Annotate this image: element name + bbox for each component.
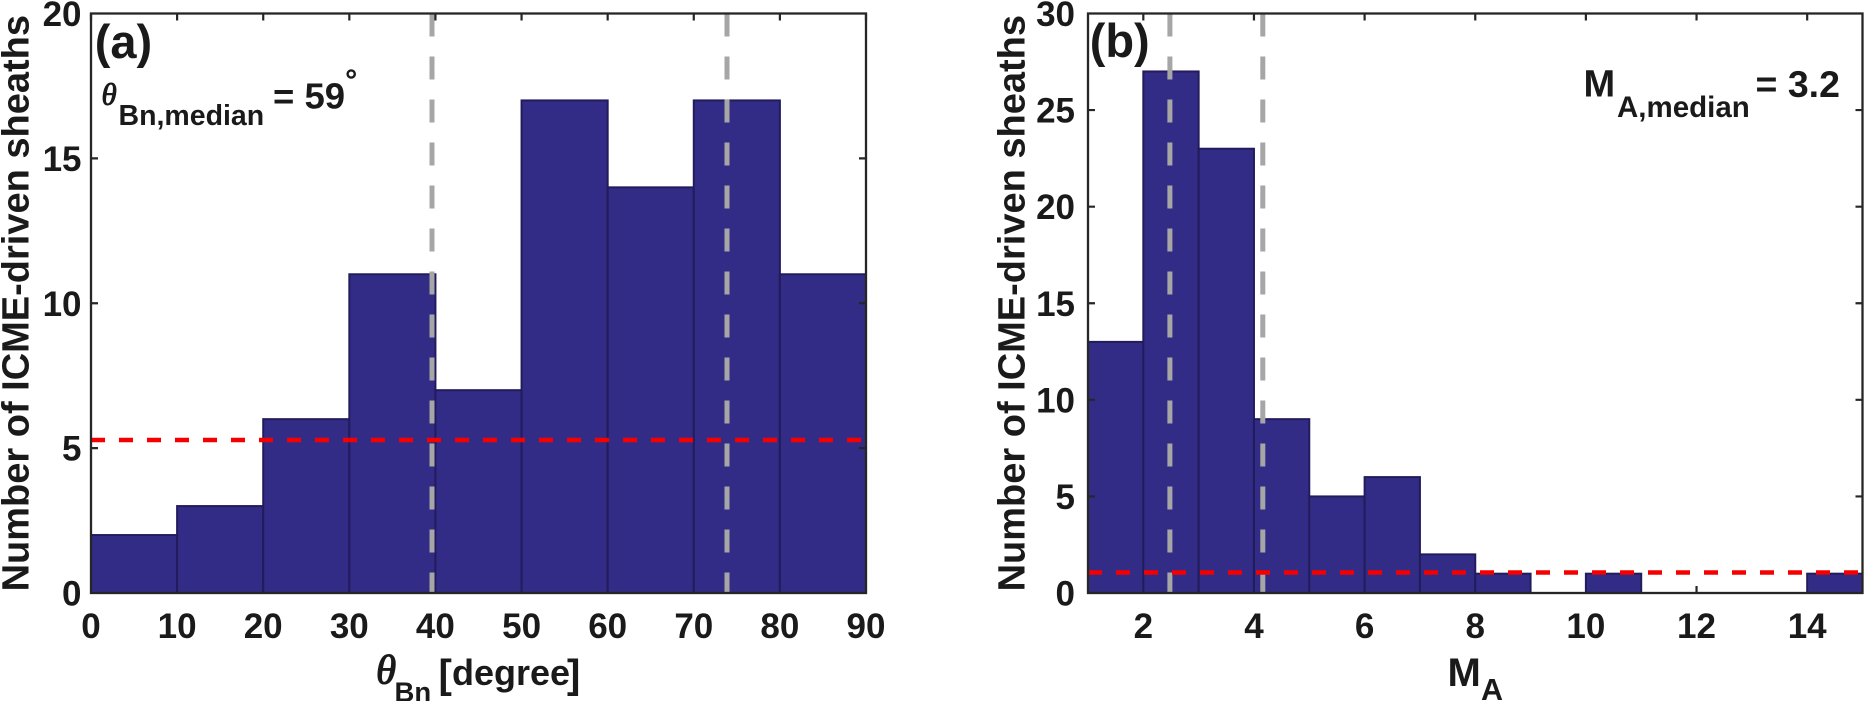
svg-text:Number of ICME-driven sheaths: Number of ICME-driven sheaths (0, 15, 38, 591)
svg-text:= 3.2: = 3.2 (1756, 63, 1840, 105)
svg-text:12: 12 (1677, 607, 1716, 646)
svg-text:Bn: Bn (395, 677, 432, 701)
svg-text:80: 80 (760, 607, 799, 646)
svg-text:2: 2 (1134, 607, 1153, 646)
svg-text:20: 20 (43, 0, 82, 34)
svg-text:25: 25 (1036, 92, 1075, 131)
svg-text:20: 20 (244, 607, 283, 646)
svg-text:θ: θ (376, 647, 396, 693)
svg-text:6: 6 (1355, 607, 1374, 646)
svg-text:5: 5 (62, 430, 81, 469)
svg-text:A,median: A,median (1617, 91, 1750, 124)
svg-text:degree: degree (452, 652, 570, 693)
svg-text:14: 14 (1788, 607, 1827, 646)
svg-text:(a): (a) (95, 15, 152, 68)
svg-text:60: 60 (588, 607, 627, 646)
svg-text:0: 0 (1056, 575, 1075, 614)
svg-text:M: M (1584, 64, 1616, 106)
svg-text:(b): (b) (1090, 14, 1150, 67)
svg-text:10: 10 (158, 607, 197, 646)
svg-text:5: 5 (1056, 478, 1075, 517)
svg-text:20: 20 (1036, 188, 1075, 227)
svg-text:30: 30 (330, 607, 369, 646)
svg-text:15: 15 (1036, 285, 1075, 324)
svg-text:]: ] (567, 653, 580, 697)
svg-text:[: [ (439, 653, 452, 697)
svg-text:15: 15 (43, 140, 82, 179)
svg-text:70: 70 (674, 607, 713, 646)
svg-text:0: 0 (81, 607, 100, 646)
svg-text:M: M (1448, 651, 1481, 695)
svg-text:A: A (1481, 673, 1503, 701)
svg-text:Bn,median: Bn,median (119, 100, 265, 132)
svg-text:30: 30 (1036, 0, 1075, 34)
svg-text:10: 10 (1566, 607, 1605, 646)
svg-text:50: 50 (502, 607, 541, 646)
svg-text:= 59: = 59 (273, 75, 345, 116)
svg-text:10: 10 (43, 285, 82, 324)
svg-text:θ: θ (102, 77, 117, 112)
svg-text:90: 90 (847, 607, 886, 646)
svg-text:10: 10 (1036, 381, 1075, 420)
svg-text:40: 40 (416, 607, 455, 646)
svg-text:Number of ICME-driven sheaths: Number of ICME-driven sheaths (992, 15, 1034, 591)
svg-text:0: 0 (62, 575, 81, 614)
svg-text:4: 4 (1244, 607, 1264, 646)
svg-text:8: 8 (1465, 607, 1484, 646)
